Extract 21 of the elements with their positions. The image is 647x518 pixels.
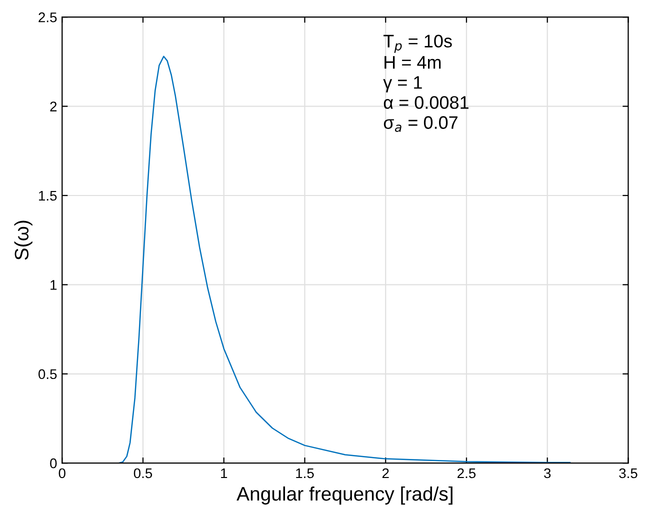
x-tick-label: 1.5 xyxy=(296,468,314,478)
y-tick-label: 2.5 xyxy=(38,12,57,22)
x-tick-label: 3 xyxy=(544,468,551,478)
y-tick-label: 2 xyxy=(50,102,57,112)
x-tick-label: 0.5 xyxy=(134,468,152,478)
x-axis-title: Angular frequency [rad/s] xyxy=(236,486,452,505)
y-tick-label: 1 xyxy=(50,280,57,290)
annotation: T$_{p}$ = 10s xyxy=(384,34,452,53)
x-tick-label: 2.5 xyxy=(458,468,476,478)
x-tick-label: 0 xyxy=(58,468,66,478)
annotation: H = 4m xyxy=(384,56,441,69)
annotation: γ = 1 xyxy=(383,76,422,92)
y-tick-label: 0.5 xyxy=(38,369,57,380)
x-tick-label: 1 xyxy=(221,468,228,478)
y-tick-label: 0 xyxy=(50,458,57,468)
annotation: α = 0.0081 xyxy=(384,96,468,109)
y-axis-title: S(ω) xyxy=(14,220,32,260)
x-tick-label: 2 xyxy=(382,468,389,478)
annotation: σ$_{a}$ = 0.07 xyxy=(384,116,458,132)
x-tick-label: 3.5 xyxy=(619,468,638,478)
y-tick-label: 1.5 xyxy=(39,190,57,201)
